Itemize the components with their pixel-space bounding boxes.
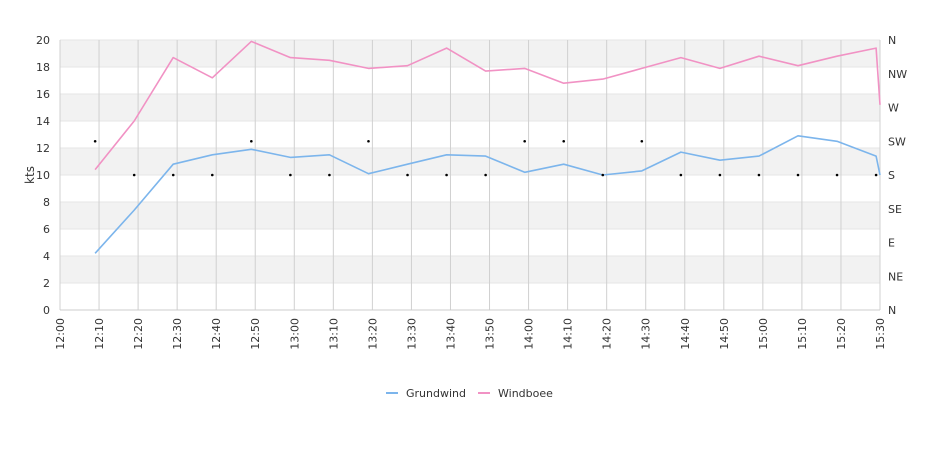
y2-tick-label: E bbox=[888, 237, 895, 250]
direction-marker bbox=[679, 173, 683, 177]
y2-tick-label: SW bbox=[888, 135, 906, 148]
direction-marker bbox=[835, 173, 839, 177]
y-tick-label: 16 bbox=[36, 88, 50, 101]
direction-marker bbox=[171, 173, 175, 177]
direction-marker bbox=[874, 173, 878, 177]
direction-marker bbox=[93, 139, 97, 143]
y-tick-label: 10 bbox=[36, 169, 50, 182]
direction-marker bbox=[523, 139, 526, 143]
direction-marker bbox=[757, 173, 761, 177]
x-tick-label: 13:10 bbox=[327, 318, 340, 350]
x-tick-label: 13:20 bbox=[366, 318, 379, 350]
legend-label-windboee: Windboee bbox=[498, 387, 553, 400]
y-tick-label: 20 bbox=[36, 34, 50, 47]
direction-marker bbox=[445, 173, 448, 177]
y2-tick-label: N bbox=[888, 34, 896, 47]
x-tick-label: 12:10 bbox=[93, 318, 106, 350]
legend-label-grundwind: Grundwind bbox=[406, 387, 466, 400]
x-tick-label: 14:50 bbox=[718, 318, 731, 350]
direction-marker bbox=[132, 173, 136, 177]
grid-band bbox=[60, 94, 880, 121]
y-tick-label: 6 bbox=[43, 223, 50, 236]
x-tick-label: 14:10 bbox=[562, 318, 575, 350]
direction-marker bbox=[367, 139, 370, 143]
y-axis-label: kts bbox=[23, 166, 37, 184]
x-tick-label: 15:10 bbox=[796, 318, 809, 350]
grid-band bbox=[60, 256, 880, 283]
x-tick-label: 14:20 bbox=[601, 318, 614, 350]
direction-marker bbox=[210, 173, 214, 177]
x-tick-label: 14:00 bbox=[523, 318, 536, 350]
y2-tick-label: S bbox=[888, 169, 895, 182]
x-tick-label: 13:00 bbox=[288, 318, 301, 350]
x-tick-label: 12:20 bbox=[132, 318, 145, 350]
grid-band bbox=[60, 148, 880, 175]
y2-tick-label: N bbox=[888, 304, 896, 317]
y-tick-label: 4 bbox=[43, 250, 50, 263]
y-tick-label: 12 bbox=[36, 142, 50, 155]
x-tick-label: 12:50 bbox=[249, 318, 262, 350]
y-tick-label: 2 bbox=[43, 277, 50, 290]
y-tick-label: 0 bbox=[43, 304, 50, 317]
direction-marker bbox=[250, 139, 253, 143]
direction-marker bbox=[289, 173, 292, 177]
x-tick-label: 14:40 bbox=[679, 318, 692, 350]
x-tick-label: 13:40 bbox=[444, 318, 457, 350]
y2-tick-label: SE bbox=[888, 203, 902, 216]
direction-marker bbox=[328, 173, 331, 177]
direction-marker bbox=[484, 173, 487, 177]
series-line-windboee bbox=[94, 40, 881, 171]
y-tick-label: 8 bbox=[43, 196, 50, 209]
x-tick-label: 14:30 bbox=[640, 318, 653, 350]
x-tick-label: 13:50 bbox=[484, 318, 497, 350]
direction-marker bbox=[406, 173, 409, 177]
x-tick-label: 15:00 bbox=[757, 318, 770, 350]
y-tick-label: 18 bbox=[36, 61, 50, 74]
grid-band bbox=[60, 202, 880, 229]
series-line-grundwind bbox=[94, 135, 881, 254]
x-tick-label: 12:40 bbox=[210, 318, 223, 350]
x-tick-label: 15:20 bbox=[835, 318, 848, 350]
direction-marker bbox=[601, 173, 605, 177]
direction-marker bbox=[718, 173, 722, 177]
x-tick-label: 15:30 bbox=[874, 318, 887, 350]
direction-marker bbox=[640, 139, 644, 143]
direction-marker bbox=[796, 173, 800, 177]
x-tick-label: 13:30 bbox=[405, 318, 418, 350]
y2-tick-label: W bbox=[888, 102, 899, 115]
y-tick-label: 14 bbox=[36, 115, 50, 128]
x-tick-label: 12:00 bbox=[54, 318, 67, 350]
x-tick-label: 12:30 bbox=[171, 318, 184, 350]
direction-marker bbox=[562, 139, 566, 143]
y2-tick-label: NW bbox=[888, 68, 907, 81]
y2-tick-label: NE bbox=[888, 270, 903, 283]
